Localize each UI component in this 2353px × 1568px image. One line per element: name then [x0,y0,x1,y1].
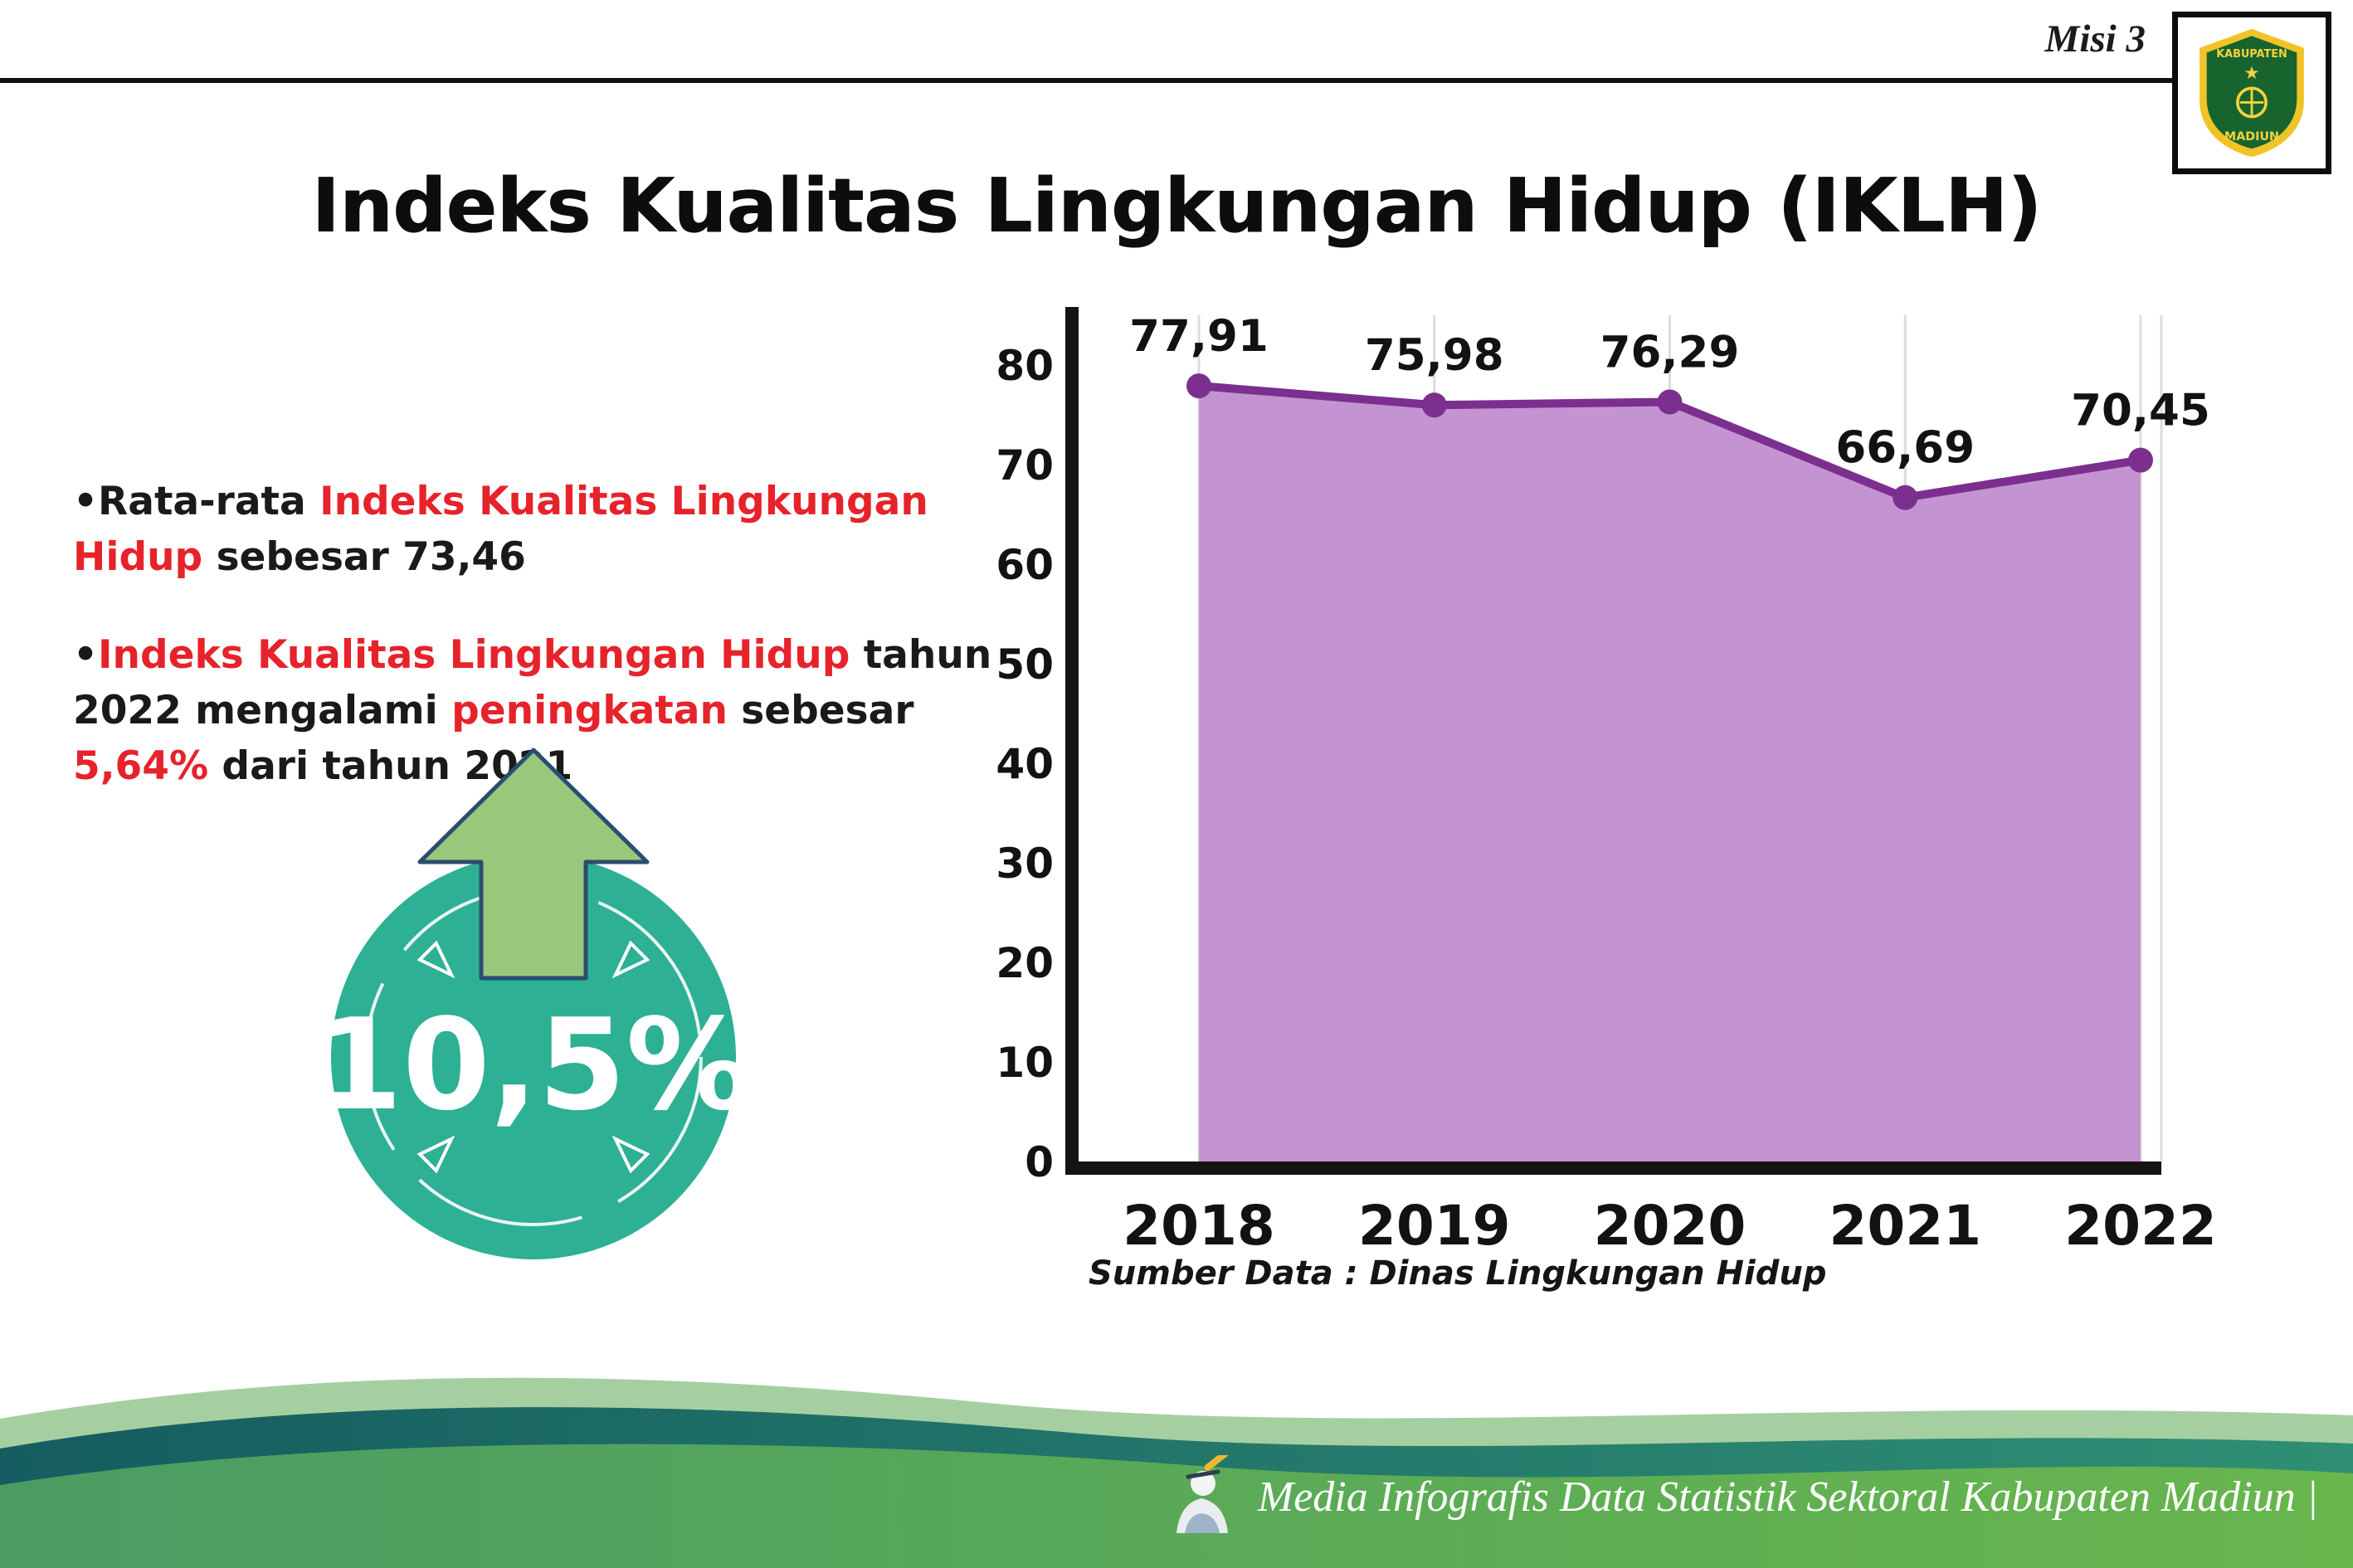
footer-credit: Media Infografis Data Statistik Sektoral… [1257,1473,2318,1521]
x-axis [1065,1161,2161,1175]
y-axis-tick-label: 20 [996,939,1054,987]
percentage-value: 10,5% [314,991,752,1138]
misi-label: Misi 3 [2044,17,2146,61]
bullet-item: •Rata-rata Indeks Kualitas Lingkungan Hi… [73,475,1044,585]
chart-data-label: 66,69 [1835,423,1975,474]
chart-data-label: 76,29 [1600,328,1740,378]
chart-data-label: 77,91 [1129,311,1269,362]
highlighted-text: Indeks Kualitas Lingkungan Hidup [98,632,850,679]
chart-marker [1893,485,1918,510]
star-icon: ★ [2243,63,2259,84]
page-title: Indeks Kualitas Lingkungan Hidup (IKLH) [311,163,2042,251]
y-axis-tick-label: 10 [996,1039,1054,1087]
wave-green [0,1444,2353,1568]
bullet-text: • [73,632,99,679]
up-arrow-icon [417,747,650,981]
highlighted-text: Indeks Kualitas Lingkungan Hidup [73,479,928,580]
logo-emblem-detail [2239,88,2264,117]
y-axis-tick-label: 70 [996,441,1054,489]
highlighted-text: peningkatan [451,688,728,734]
kabupaten-madiun-logo: KABUPATEN ★ MADIUN [2200,28,2304,158]
x-axis-label: 2021 [1829,1194,1981,1258]
x-axis-label: 2020 [1594,1194,1746,1258]
bullet-item: •Indeks Kualitas Lingkungan Hidup tahun … [73,628,1044,794]
chart-marker [2128,447,2153,473]
bullet-list: •Rata-rata Indeks Kualitas Lingkungan Hi… [73,475,1044,838]
logo-top-text: KABUPATEN [2216,48,2287,61]
bullet-text: •Rata-rata [73,479,320,524]
badge-ring-triangles [417,940,650,1174]
y-axis-tick-label: 40 [996,740,1054,788]
y-axis-tick-label: 0 [1025,1138,1054,1186]
bullet-text: sebesar 73,46 [202,533,526,580]
x-axis-label: 2022 [2064,1194,2215,1258]
y-axis-tick-label: 50 [996,640,1054,689]
chart-source: Sumber Data : Dinas Lingkungan Hidup [1089,1254,1827,1293]
logo-bottom-text: MADIUN [2224,130,2279,144]
y-axis-tick-label: 30 [996,840,1054,888]
chart-marker [1421,392,1447,418]
percentage-badge: 10,5% [314,747,753,1259]
chart-data-label: 70,45 [2071,386,2210,436]
chart-marker [1657,389,1683,415]
iklh-area-chart: 77,91 75,98 76,29 66,69 70,45 0 10 20 30 40 50 60 70… [996,307,2215,1258]
y-axis-tick-label: 60 [996,541,1054,589]
x-axis-label: 2018 [1123,1194,1275,1258]
chart-area [1199,386,2141,1161]
y-axis [1065,307,1079,1175]
bullet-text: tahun 2022 mengalami [73,632,992,734]
x-axis-label: 2019 [1358,1194,1511,1258]
chart-marker [1186,373,1211,399]
highlighted-text: 5,64% [73,743,209,789]
footer-content: Media Infografis Data Statistik Sektoral… [1160,1455,2318,1538]
y-axis-tick-label: 80 [996,342,1054,390]
logo-frame: KABUPATEN ★ MADIUN [2172,12,2331,174]
bullet-text: sebesar [727,688,914,734]
header-divider [0,78,2185,83]
mascot-icon [1176,1455,1234,1533]
chart-data-label: 75,98 [1365,330,1504,381]
footer-wave [0,1377,2353,1568]
badge-circle [331,855,736,1259]
